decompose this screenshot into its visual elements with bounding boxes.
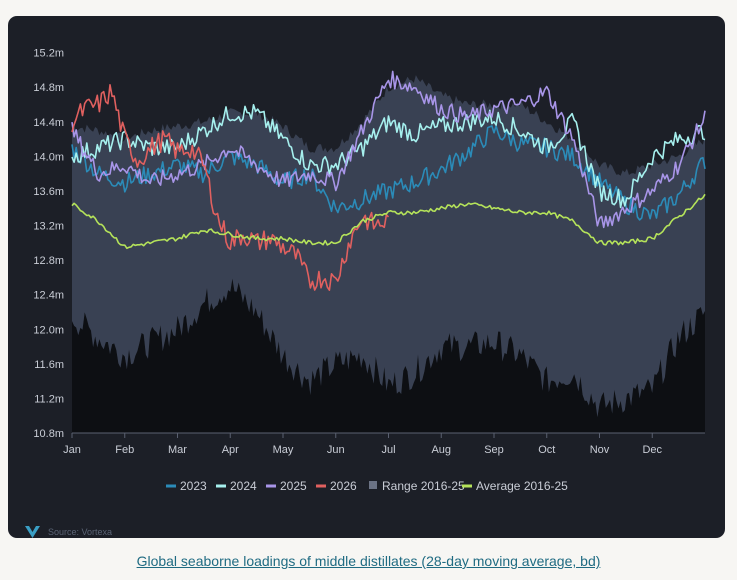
legend-label: 2025: [280, 479, 307, 493]
line-chart: 10.8m 11.2m 11.6m 12.0m 12.4m 12.8m 13.2m 13.6m…: [33, 48, 706, 493]
x-tick-label: Jan: [63, 444, 81, 456]
series-line-2026: [71, 84, 390, 291]
y-tick-label: 10.8m: [33, 428, 64, 440]
series-line-average-2016-25: [71, 193, 706, 250]
legend: 2023 2024 2025 2026 Range 2016-25 Average 201…: [166, 479, 568, 493]
chart-card: 10.8m 11.2m 11.6m 12.0m 12.4m 12.8m 13.2m 13.6m…: [8, 16, 725, 538]
y-tick-label: 13.2m: [33, 221, 64, 233]
series-lines: [71, 70, 706, 291]
source-text: Source: Vortexa: [48, 527, 113, 537]
y-tick-label: 13.6m: [33, 186, 64, 198]
legend-label: 2024: [230, 479, 257, 493]
y-axis: 10.8m 11.2m 11.6m 12.0m 12.4m 12.8m 13.2m 13.6m…: [33, 48, 64, 440]
y-tick-label: 12.4m: [33, 290, 64, 302]
x-tick-label: Oct: [538, 444, 555, 456]
legend-label: 2023: [180, 479, 207, 493]
y-tick-label: 14.4m: [33, 117, 64, 129]
legend-swatch: [369, 481, 377, 489]
x-tick-label: Feb: [115, 444, 134, 456]
x-tick-label: Dec: [642, 444, 662, 456]
x-tick-label: May: [273, 444, 294, 456]
x-tick-label: Nov: [590, 444, 610, 456]
x-tick-label: Sep: [484, 444, 504, 456]
caption: Global seaborne loadings of middle disti…: [0, 553, 737, 571]
x-tick-label: Apr: [222, 444, 239, 456]
y-tick-label: 12.8m: [33, 255, 64, 267]
y-tick-label: 14.0m: [33, 151, 64, 163]
vortexa-logo-icon: [25, 526, 40, 538]
y-tick-label: 12.0m: [33, 324, 64, 336]
legend-label: Range 2016-25: [382, 479, 465, 493]
x-tick-label: Jun: [327, 444, 345, 456]
x-axis: Jan Feb Mar Apr May Jun Jul Aug Sep Oct Nov Dec: [63, 432, 705, 456]
caption-link[interactable]: Global seaborne loadings of middle disti…: [136, 553, 601, 569]
y-tick-label: 11.2m: [34, 393, 64, 405]
legend-label: 2026: [330, 479, 357, 493]
source-note: Source: Vortexa: [25, 526, 112, 538]
y-tick-label: 14.8m: [33, 82, 64, 94]
dark-underlay-area: [72, 278, 705, 433]
range-band-area: [72, 75, 705, 418]
series-line-2023: [71, 125, 706, 221]
x-tick-label: Jul: [381, 444, 395, 456]
x-tick-label: Aug: [431, 444, 451, 456]
y-tick-label: 11.6m: [34, 359, 64, 371]
legend-label: Average 2016-25: [476, 479, 568, 493]
x-tick-label: Mar: [168, 444, 187, 456]
y-tick-label: 15.2m: [33, 48, 64, 60]
series-line-2025: [71, 70, 706, 229]
